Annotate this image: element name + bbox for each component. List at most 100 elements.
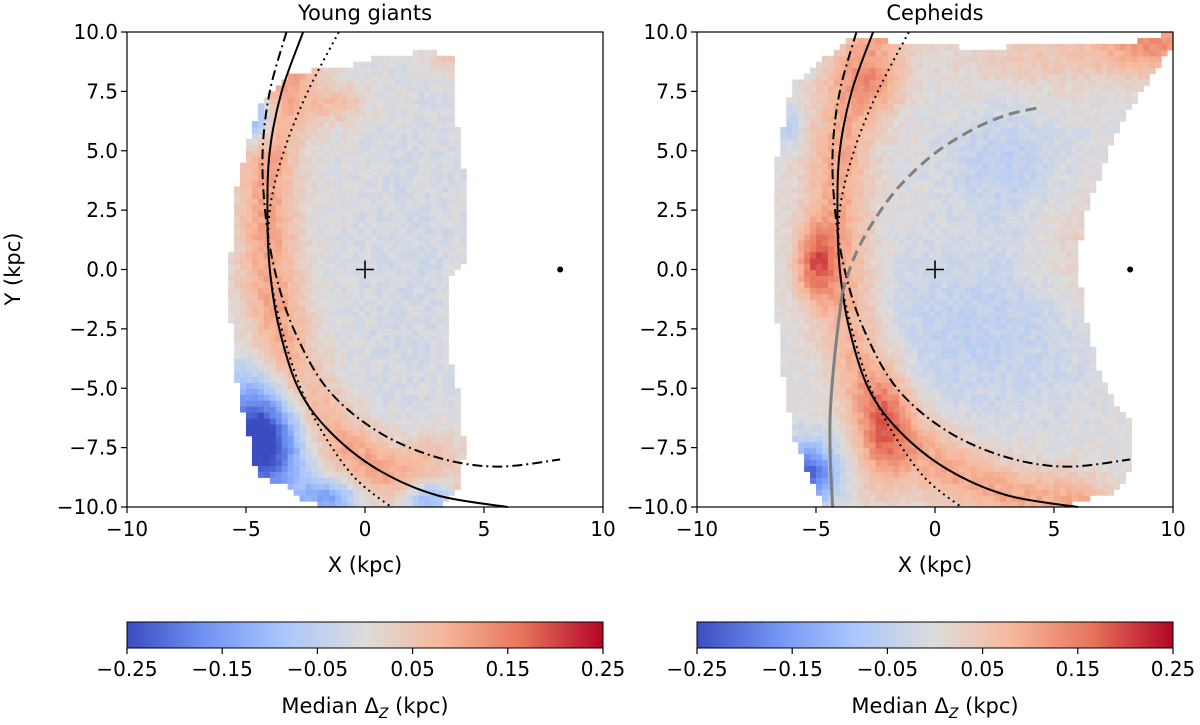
heatmap-cell: [911, 56, 918, 63]
heatmap-cell: [335, 281, 342, 288]
heatmap-cell: [941, 311, 948, 318]
heatmap-cell: [935, 483, 942, 490]
heatmap-cell: [840, 359, 847, 366]
heatmap-cell: [905, 424, 912, 431]
heatmap-cell: [846, 359, 853, 366]
heatmap-cell: [419, 228, 426, 235]
heatmap-cell: [413, 365, 420, 372]
heatmap-cell: [876, 103, 883, 110]
heatmap-cell: [264, 406, 271, 413]
heatmap-cell: [407, 388, 414, 395]
heatmap-cell: [935, 109, 942, 116]
heatmap-cell: [804, 293, 811, 300]
heatmap-cell: [407, 495, 414, 502]
heatmap-cell: [419, 50, 426, 57]
heatmap-cell: [282, 222, 289, 229]
heatmap-cell: [389, 394, 396, 401]
heatmap-cell: [816, 454, 823, 461]
heatmap-cell: [395, 394, 402, 401]
heatmap-cell: [852, 91, 859, 98]
heatmap-cell: [923, 74, 930, 81]
heatmap-cell: [430, 109, 437, 116]
heatmap-cell: [887, 460, 894, 467]
heatmap-cell: [234, 329, 241, 336]
heatmap-cell: [442, 210, 449, 217]
heatmap-cell: [780, 347, 787, 354]
heatmap-cell: [294, 258, 301, 265]
heatmap-cell: [353, 175, 360, 182]
heatmap-cell: [816, 317, 823, 324]
colorbar-tick-label: 0.25: [581, 657, 626, 681]
heatmap-cell: [425, 465, 432, 472]
heatmap-cell: [353, 483, 360, 490]
heatmap-cell: [317, 275, 324, 282]
heatmap-cell: [317, 359, 324, 366]
heatmap-cell: [282, 240, 289, 247]
heatmap-cell: [917, 62, 924, 69]
heatmap-cell: [852, 175, 859, 182]
heatmap-cell: [804, 204, 811, 211]
heatmap-cell: [822, 317, 829, 324]
heatmap-cell: [311, 97, 318, 104]
heatmap-cell: [911, 436, 918, 443]
heatmap-cell: [323, 234, 330, 241]
heatmap-cell: [917, 139, 924, 146]
heatmap-cell: [401, 412, 408, 419]
heatmap-cell: [887, 97, 894, 104]
heatmap-cell: [887, 489, 894, 496]
heatmap-cell: [371, 74, 378, 81]
heatmap-cell: [395, 68, 402, 75]
heatmap-cell: [419, 436, 426, 443]
heatmap-cell: [282, 448, 289, 455]
heatmap-cell: [917, 418, 924, 425]
heatmap-cell: [317, 317, 324, 324]
heatmap-cell: [430, 85, 437, 92]
heatmap-cell: [864, 157, 871, 164]
heatmap-cell: [442, 359, 449, 366]
heatmap-cell: [893, 442, 900, 449]
heatmap-cell: [442, 240, 449, 247]
heatmap-cell: [846, 139, 853, 146]
heatmap-cell: [870, 275, 877, 282]
heatmap-cell: [365, 299, 372, 306]
heatmap-cell: [270, 341, 277, 348]
heatmap-cell: [953, 424, 960, 431]
heatmap-cell: [258, 228, 265, 235]
heatmap-cell: [864, 139, 871, 146]
heatmap-cell: [804, 121, 811, 128]
heatmap-cell: [798, 305, 805, 312]
heatmap-cell: [935, 56, 942, 63]
heatmap-cell: [329, 121, 336, 128]
heatmap-cell: [864, 275, 871, 282]
heatmap-cell: [941, 436, 948, 443]
heatmap-cell: [323, 448, 330, 455]
heatmap-cell: [425, 359, 432, 366]
heatmap-cell: [798, 270, 805, 277]
heatmap-cell: [959, 394, 966, 401]
heatmap-cell: [264, 133, 271, 140]
heatmap-cell: [442, 169, 449, 176]
heatmap-cell: [425, 210, 432, 217]
heatmap-cell: [929, 495, 936, 502]
heatmap-cell: [419, 495, 426, 502]
heatmap-cell: [816, 436, 823, 443]
heatmap-cell: [846, 382, 853, 389]
heatmap-cell: [413, 222, 420, 229]
heatmap-cell: [365, 198, 372, 205]
heatmap-cell: [786, 97, 793, 104]
heatmap-cell: [935, 454, 942, 461]
heatmap-cell: [306, 198, 313, 205]
heatmap-cell: [288, 465, 295, 472]
heatmap-cell: [929, 44, 936, 51]
heatmap-cell: [383, 477, 390, 484]
heatmap-cell: [858, 275, 865, 282]
heatmap-cell: [852, 210, 859, 217]
heatmap-cell: [870, 454, 877, 461]
heatmap-cell: [911, 240, 918, 247]
heatmap-cell: [365, 495, 372, 502]
heatmap-cell: [935, 323, 942, 330]
heatmap-cell: [270, 359, 277, 366]
heatmap-cell: [377, 192, 384, 199]
heatmap-cell: [300, 353, 307, 360]
heatmap-cell: [810, 376, 817, 383]
